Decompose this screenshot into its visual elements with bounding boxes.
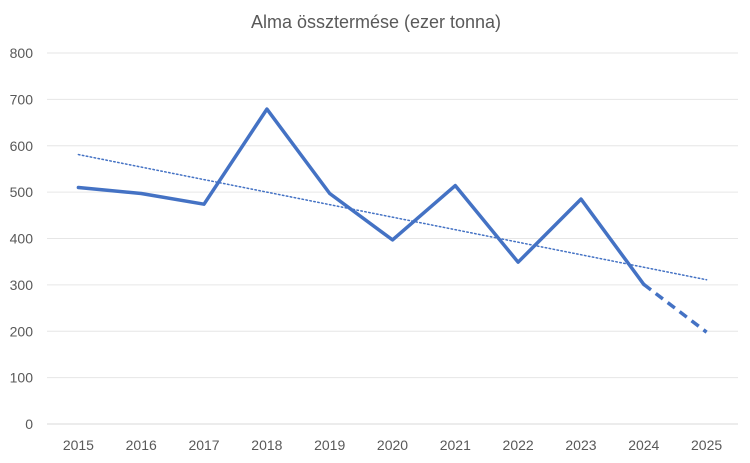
x-tick-label: 2025 (691, 437, 722, 453)
y-axis-ticks: 0 100 200 300 400 500 600 700 800 (10, 45, 34, 432)
trendline (77, 153, 708, 281)
x-tick-label: 2020 (377, 437, 408, 453)
series-layer (76, 107, 708, 334)
y-tick-label: 500 (10, 184, 34, 200)
y-tick-label: 700 (10, 91, 34, 107)
y-tick-label: 400 (10, 231, 34, 247)
x-tick-label: 2016 (126, 437, 157, 453)
x-tick-label: 2021 (440, 437, 471, 453)
y-tick-label: 800 (10, 45, 34, 61)
y-tick-label: 200 (10, 323, 34, 339)
y-tick-label: 300 (10, 277, 34, 293)
y-tick-label: 0 (25, 416, 33, 432)
y-tick-label: 600 (10, 138, 34, 154)
series-forecast-line (642, 283, 708, 334)
x-tick-label: 2018 (251, 437, 282, 453)
chart-title: Alma össztermése (ezer tonna) (251, 12, 501, 32)
x-tick-label: 2024 (628, 437, 659, 453)
series-line (76, 107, 646, 287)
x-tick-label: 2022 (503, 437, 534, 453)
x-tick-label: 2019 (314, 437, 345, 453)
trendline-layer (77, 153, 708, 281)
x-axis-ticks: 2015 2016 2017 2018 2019 2020 2021 2022 2023 2024… (63, 437, 723, 453)
x-tick-label: 2017 (188, 437, 219, 453)
x-tick-label: 2015 (63, 437, 94, 453)
y-tick-label: 100 (10, 370, 34, 386)
x-tick-label: 2023 (565, 437, 596, 453)
